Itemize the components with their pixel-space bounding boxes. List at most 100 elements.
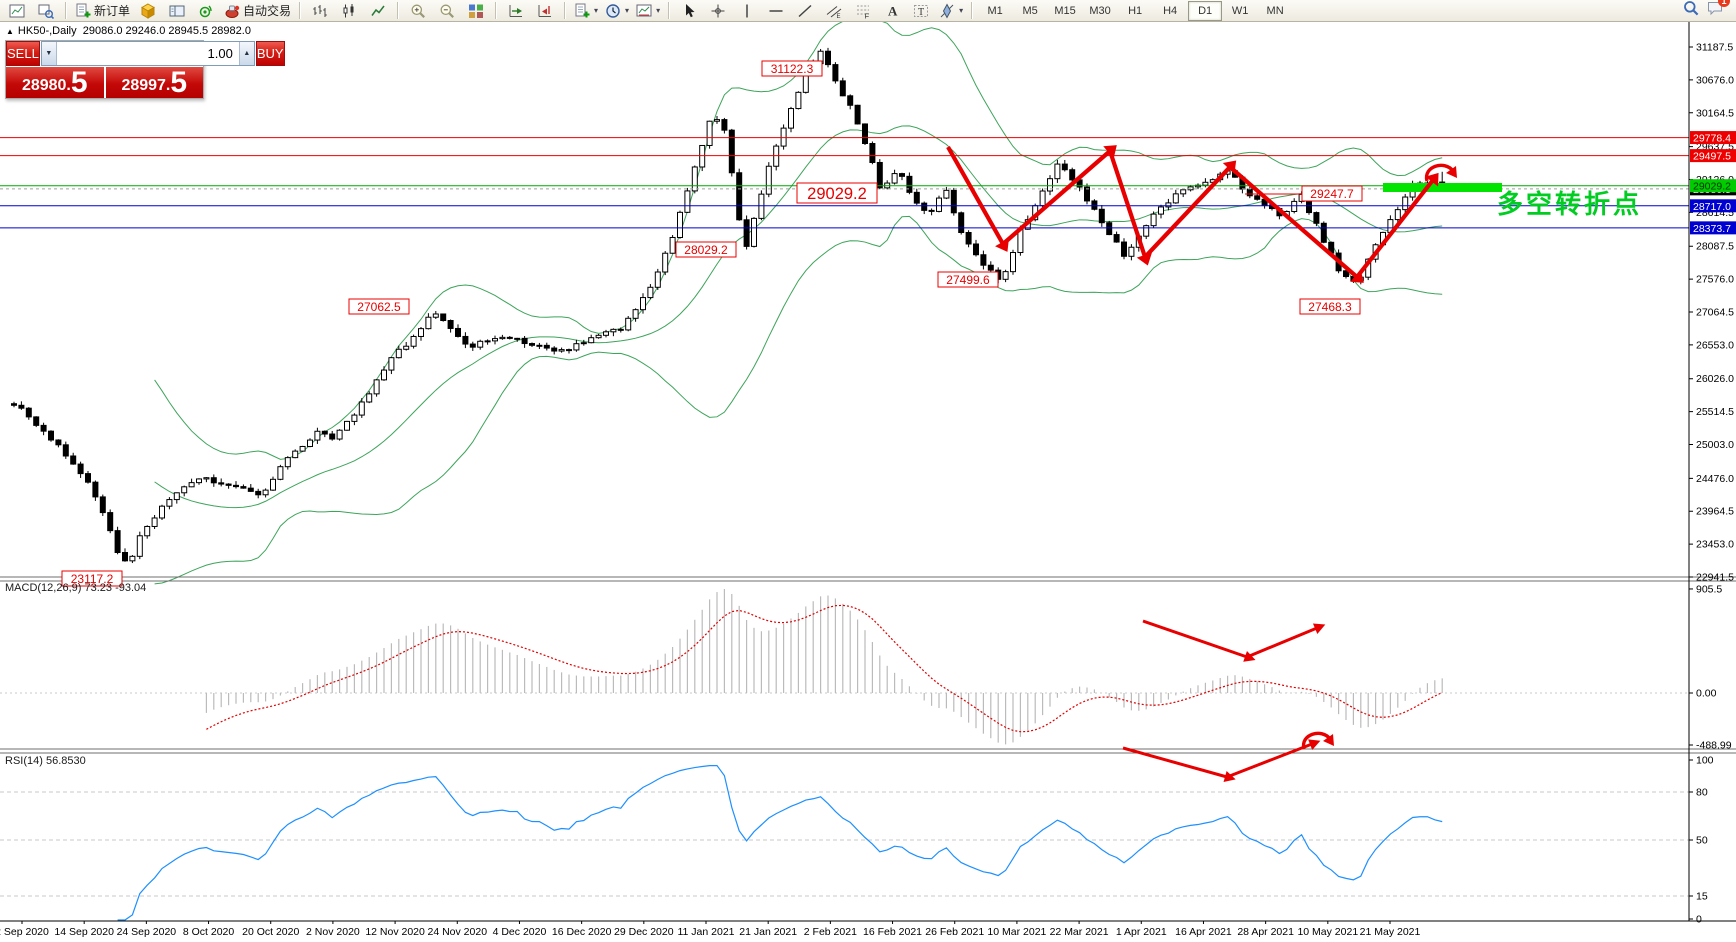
trendline-button[interactable] [791,0,819,22]
rsi-value: 56.8530 [45,755,86,767]
swing-price-label[interactable]: 23117.2 [61,570,123,587]
candle [166,499,173,507]
chat-button[interactable]: 1 [1707,0,1730,21]
signals-button[interactable] [192,0,220,22]
price-level-label: 28373.7 [1690,221,1736,235]
navigator-button[interactable] [163,0,191,22]
candle [284,457,291,468]
date-axis[interactable]: 2 Sep 2020 14 Sep 2020 24 Sep 2020 8 Oct 20… [0,921,1421,938]
bollinger-band [154,22,1443,460]
timeframe-button-M5[interactable]: M5 [1022,4,1038,17]
chart-shift-button[interactable] [531,0,559,22]
new-chart-button[interactable] [3,0,31,22]
timeframe-button-H1[interactable]: H1 [1128,4,1143,17]
buy-price: 28997. [121,77,171,94]
tile-windows-button[interactable] [462,0,490,22]
candle [1343,270,1349,278]
price-tick-label: 26553.0 [1696,339,1734,351]
trend-arrow[interactable] [946,145,1439,283]
arrows-button[interactable]: ▾ [936,0,966,22]
buy-button[interactable]: BUY [255,41,285,66]
indicators-button[interactable]: ▾ [571,0,601,22]
trend-arrow[interactable] [1142,619,1326,662]
candle [440,313,447,322]
turning-point-text[interactable]: 多空转折点 [1497,189,1642,219]
chart-canvas[interactable]: 31187.530676.030164.529637.529126.028614… [0,22,1736,942]
rsi-indicator-label: RSI(14) 56.8530 [5,755,86,767]
timeframe-button-MN[interactable]: MN [1266,4,1284,17]
market-watch-button[interactable] [134,0,162,22]
candle [1143,225,1150,237]
date-tick-label: 4 Dec 2020 [493,926,547,938]
swing-price-label[interactable]: 27468.3 [1299,298,1361,315]
candle [728,129,735,174]
bar-chart-button[interactable] [306,0,334,22]
candle [18,404,25,409]
swing-price-label[interactable]: 27062.5 [348,298,410,315]
vertical-line-button[interactable] [733,0,761,22]
chart-profiles-button[interactable] [32,0,60,22]
text-button[interactable]: A [878,0,906,22]
timeframe-button-H4[interactable]: H4 [1163,4,1178,17]
timeframe-button-D1[interactable]: D1 [1188,0,1223,21]
candle [196,478,202,484]
line-chart-button[interactable] [364,0,392,22]
date-tick-label: 20 Oct 2020 [242,926,299,938]
search-button[interactable] [1683,0,1699,21]
toolbar-separator [65,2,67,19]
support-zone-bar[interactable] [1383,183,1502,192]
periods-button[interactable]: ▾ [602,0,632,22]
swing-price-label[interactable]: 27499.6 [937,271,999,288]
candle [484,340,491,343]
price-tick-label: 24476.0 [1696,473,1734,485]
candle [48,430,54,441]
swing-price-label[interactable]: 29029.2 [796,182,878,204]
date-tick-label: 24 Nov 2020 [427,926,487,938]
candle [943,189,950,199]
candle [795,91,802,110]
trend-arrow[interactable] [1122,739,1321,782]
fibonacci-button[interactable]: F [849,0,877,22]
auto-scroll-button[interactable] [502,0,530,22]
volume-decrease-button[interactable]: ▼ [41,42,57,65]
swing-price-label[interactable]: 29247.7 [1245,185,1363,202]
curl-arrow[interactable] [1424,163,1457,182]
candle [225,483,232,486]
curl-arrow[interactable] [1301,731,1334,750]
labelT-icon: T [914,4,929,18]
volume-increase-button[interactable]: ▲ [238,42,254,65]
collapse-icon[interactable]: ▲ [6,27,14,36]
zoom-in-button[interactable] [404,0,432,22]
candle [1313,212,1320,224]
candlestick-chart-button[interactable] [335,0,363,22]
candle [721,119,728,131]
volume-input[interactable] [56,42,239,65]
sell-button[interactable]: SELL [6,41,40,66]
horizontal-line-button[interactable] [762,0,790,22]
timeframe-button-M15[interactable]: M15 [1054,4,1076,17]
chart-templates-button[interactable]: ▾ [633,0,663,22]
auto-trading-button[interactable]: 自动交易 [221,0,294,22]
swing-price-label[interactable]: 28029.2 [675,241,737,258]
price-axis[interactable]: 31187.530676.030164.529637.529126.028614… [1689,42,1734,926]
candle [751,217,757,247]
timeframe-button-M1[interactable]: M1 [987,4,1003,17]
cursor-button[interactable] [675,0,703,22]
price-level-label: 29778.4 [1690,131,1736,145]
price-tick-label: 31187.5 [1696,42,1733,54]
svg-text:29029.2: 29029.2 [1693,181,1731,193]
text-label-button[interactable]: T [907,0,935,22]
equidistant-channel-button[interactable]: E [820,0,848,22]
timeframe-button-M30[interactable]: M30 [1089,4,1111,17]
new-order-button[interactable]: 新订单 [72,0,133,22]
candle [558,349,565,352]
crosshair-button[interactable] [704,0,732,22]
swing-price-label[interactable]: 31122.3 [761,60,823,77]
zoom-out-button[interactable] [433,0,461,22]
date-tick-label: 14 Sep 2020 [54,926,114,938]
candle [210,477,217,484]
rsi-tick-label: 15 [1696,891,1708,903]
candle [262,489,269,496]
toolbar-separator [564,2,567,19]
timeframe-button-W1[interactable]: W1 [1231,4,1249,17]
